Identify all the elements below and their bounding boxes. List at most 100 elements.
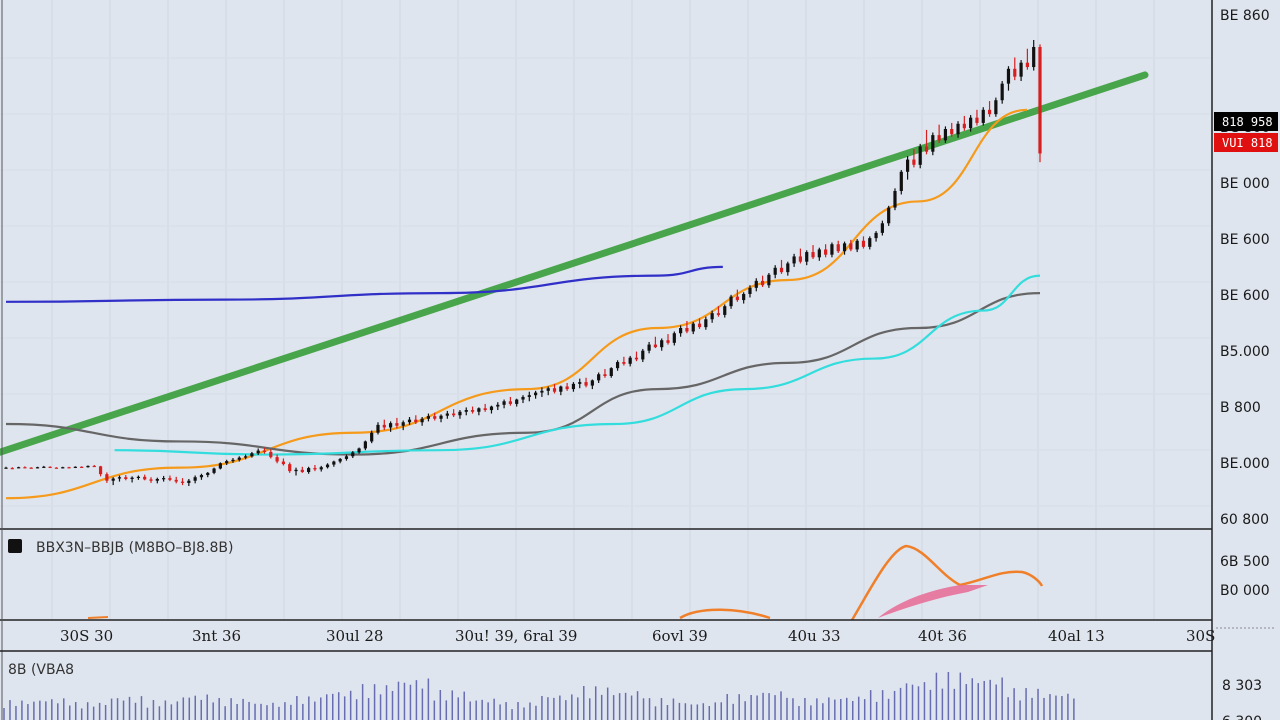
oscillator-histogram — [878, 585, 988, 618]
candle-body — [199, 475, 204, 478]
candle-body — [918, 146, 922, 165]
candle-body — [748, 287, 752, 294]
candle-body — [590, 380, 594, 386]
candle-body — [559, 386, 563, 392]
candle-body — [275, 457, 279, 462]
candle-body — [489, 406, 494, 411]
candle-body — [35, 467, 40, 469]
indicator-swatch — [8, 539, 22, 553]
candle-body — [830, 244, 834, 255]
candle-body — [779, 267, 784, 273]
volume-tick-label: 6 300 — [1222, 714, 1262, 720]
candle-body — [80, 466, 84, 468]
price-tick-label: 60 800 — [1220, 512, 1269, 528]
candle-body — [300, 469, 304, 472]
price-tick-label: BE 600 — [1220, 232, 1270, 248]
oscillator-tick-label: 6B 500 — [1220, 554, 1270, 570]
candle-body — [477, 408, 481, 412]
candle-body — [1019, 62, 1023, 77]
candle-body — [256, 450, 260, 454]
candle-body — [874, 232, 878, 239]
candle-body — [798, 256, 803, 262]
candle-body — [622, 362, 626, 364]
candle-body — [48, 466, 52, 468]
candle-body — [426, 416, 431, 419]
candle-body — [168, 478, 172, 480]
candle-body — [92, 465, 96, 468]
candle-body — [981, 109, 985, 123]
candle-body — [723, 306, 727, 315]
candle-body — [552, 388, 557, 392]
candle-body — [950, 129, 954, 135]
candle-body — [842, 243, 847, 252]
candle-body — [73, 466, 77, 468]
candle-body — [155, 478, 159, 481]
candle-body — [187, 480, 191, 483]
candle-body — [370, 432, 374, 442]
price-badge — [1214, 133, 1278, 152]
candle-body — [729, 296, 733, 307]
candle-body — [243, 456, 248, 458]
candle-body — [849, 243, 853, 250]
candle-body — [313, 468, 317, 470]
candle-body — [912, 159, 916, 165]
oscillator-line — [679, 608, 771, 620]
candle-body — [42, 466, 46, 468]
candle-body — [609, 368, 613, 376]
candle-body — [824, 249, 828, 255]
candle-body — [117, 477, 122, 479]
candle-body — [994, 100, 998, 115]
candle-body — [1032, 46, 1036, 68]
candle-body — [716, 313, 721, 315]
candle-body — [521, 396, 525, 400]
volume-label: 8B (VBA8 — [8, 662, 74, 678]
candle-body — [578, 382, 582, 384]
candle-body — [218, 463, 222, 469]
price-tick-label: BE 600 — [1220, 288, 1270, 304]
candle-body — [439, 415, 443, 419]
candle-body — [206, 472, 210, 476]
candle-body — [987, 109, 992, 115]
candle-body — [760, 280, 765, 286]
candle-body — [931, 135, 935, 152]
candle-body — [1025, 62, 1029, 68]
candle-body — [1000, 83, 1004, 101]
oscillator-tick-label: B0 000 — [1220, 583, 1270, 599]
candle-body — [357, 448, 361, 453]
candle-body — [861, 240, 866, 247]
candle-body — [269, 451, 273, 458]
candle-body — [17, 467, 21, 469]
candle-body — [515, 399, 519, 404]
candle-body — [905, 159, 910, 172]
candle-body — [388, 423, 393, 428]
candle-body — [735, 296, 739, 301]
moving-average-line-4 — [114, 274, 1041, 456]
candle-body — [603, 374, 607, 376]
candle-body — [124, 477, 128, 479]
candle-body — [937, 135, 941, 141]
candle-body — [1006, 68, 1011, 84]
candle-body — [792, 256, 796, 264]
date-tick-label: 30S — [1186, 627, 1215, 645]
candle-body — [868, 238, 872, 247]
candle-body — [924, 146, 929, 152]
candle-body — [836, 244, 840, 252]
candle-body — [641, 350, 645, 360]
candle-body — [54, 467, 59, 469]
candle-body — [130, 477, 134, 479]
candle-body — [956, 123, 960, 135]
price-tick-label: BE 000 — [1220, 176, 1270, 192]
candle-body — [307, 468, 311, 472]
candle-body — [767, 274, 771, 286]
candle-body — [395, 423, 399, 426]
candle-body — [86, 465, 90, 468]
candle-body — [452, 413, 456, 416]
candle-body — [754, 280, 758, 288]
oscillator-line — [87, 616, 109, 619]
candle-body — [136, 476, 141, 478]
candle-body — [212, 468, 216, 473]
candle-body — [288, 464, 292, 472]
candle-body — [969, 117, 973, 129]
